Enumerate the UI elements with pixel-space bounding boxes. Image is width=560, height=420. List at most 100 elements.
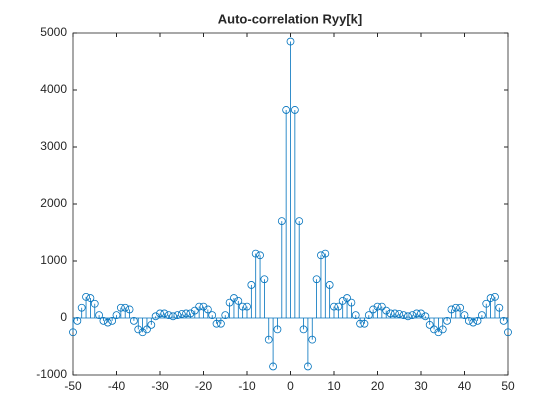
stem-marker <box>77 303 86 312</box>
x-tick-label: -20 <box>195 379 213 393</box>
stem-marker <box>351 311 360 320</box>
stem-marker <box>434 328 443 337</box>
x-tick-label: -30 <box>151 379 169 393</box>
stem-marker <box>347 298 356 307</box>
stem-marker <box>282 106 291 114</box>
stem-marker <box>386 309 395 318</box>
stem-marker <box>495 303 504 312</box>
stem-marker <box>203 305 212 314</box>
stem-marker <box>221 311 230 320</box>
stem-marker <box>464 316 473 325</box>
stem-marker <box>382 306 391 315</box>
x-tick-label: 20 <box>371 379 385 393</box>
x-tick-label: 10 <box>327 379 341 393</box>
stem-marker <box>86 294 95 302</box>
stem-marker <box>73 316 82 325</box>
stem-marker <box>334 302 343 311</box>
stem-marker <box>182 309 191 318</box>
stem-marker <box>438 325 447 334</box>
x-tick-label: -50 <box>64 379 82 393</box>
stem-marker <box>260 275 269 284</box>
stem-marker <box>321 249 330 258</box>
stem-marker <box>247 281 256 289</box>
stem-marker <box>312 275 321 284</box>
stem-marker <box>356 319 365 328</box>
y-tick-label: 5000 <box>40 25 67 39</box>
stem-marker <box>343 294 351 302</box>
stem-marker <box>264 335 273 344</box>
stem-marker <box>216 319 225 328</box>
stem-marker <box>390 309 399 318</box>
stem-marker <box>330 302 338 311</box>
stem-marker <box>364 311 373 320</box>
stem-marker <box>190 306 199 315</box>
stem-marker <box>95 311 103 320</box>
stem-marker <box>482 299 491 308</box>
stem-marker <box>395 310 404 318</box>
stem-marker <box>103 318 112 327</box>
y-tick-label: -1000 <box>36 367 67 381</box>
stem-marker <box>177 310 186 318</box>
chart-title: Auto-correlation Ryy[k] <box>218 11 362 26</box>
stem-marker <box>90 299 99 308</box>
stem-marker <box>116 303 125 312</box>
stem-marker <box>277 217 286 226</box>
stem-marker <box>238 302 247 311</box>
stem-marker <box>212 319 221 328</box>
stem-marker <box>325 281 334 289</box>
stem-marker <box>234 296 243 305</box>
stem-marker <box>451 303 460 312</box>
x-tick-label: 50 <box>501 379 515 393</box>
stem-marker <box>108 316 117 325</box>
stem-marker <box>151 312 160 321</box>
stem-marker <box>430 325 438 334</box>
stem-marker <box>443 316 452 325</box>
stem-marker <box>251 249 260 258</box>
stem-marker <box>256 251 264 260</box>
stem-marker <box>195 302 204 311</box>
stem-marker <box>412 309 421 318</box>
x-tick-label: 30 <box>414 379 428 393</box>
stem-marker <box>295 217 304 226</box>
x-tick-label: -40 <box>108 379 126 393</box>
stem-marker <box>99 316 108 325</box>
x-tick-label: 40 <box>458 379 472 393</box>
stem-marker <box>425 320 434 329</box>
stem-marker <box>69 328 77 337</box>
stem-marker <box>499 316 508 325</box>
stem-marker <box>399 311 408 320</box>
stem-marker <box>469 318 478 327</box>
y-tick-label: 0 <box>60 310 67 324</box>
stem-marker <box>273 325 282 334</box>
stem-marker <box>290 106 299 114</box>
stem-marker <box>477 311 486 320</box>
stem-marker <box>134 325 143 334</box>
stem-marker <box>112 311 121 320</box>
stem-marker <box>121 303 130 312</box>
stem-marker <box>143 325 151 334</box>
stem-marker <box>286 37 295 46</box>
stem-marker <box>308 335 317 344</box>
x-tick-label: 0 <box>287 379 294 393</box>
stem-marker <box>447 305 456 314</box>
stem-marker <box>156 309 164 318</box>
stem-marker <box>417 309 425 318</box>
stem-marker <box>486 294 495 302</box>
stem-marker <box>129 316 138 325</box>
stem-marker <box>269 362 278 371</box>
stem-marker <box>473 316 482 325</box>
stem-marker <box>303 362 312 371</box>
stem-marker <box>504 328 512 337</box>
stem-marker <box>491 293 499 301</box>
stem-marker <box>360 319 369 328</box>
stem-marker <box>169 312 177 321</box>
stem-marker <box>369 305 378 314</box>
stem-marker <box>164 311 173 320</box>
y-tick-label: 2000 <box>40 196 67 210</box>
stem-marker <box>408 311 417 320</box>
stem-marker <box>373 302 382 311</box>
stem-marker <box>338 296 347 305</box>
stem-marker <box>299 325 308 334</box>
stem-marker <box>377 302 386 311</box>
